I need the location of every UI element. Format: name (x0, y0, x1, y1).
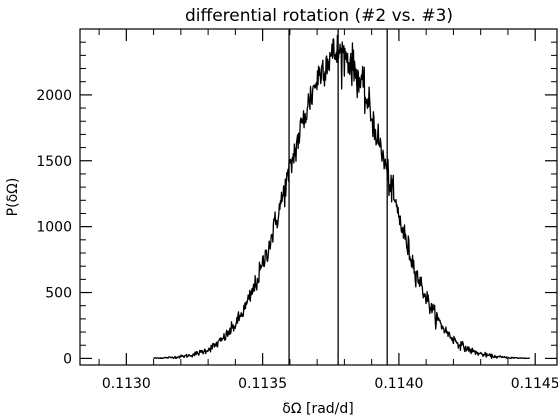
distribution-curve (153, 34, 530, 360)
y-tick-label: 1000 (36, 220, 72, 236)
x-tick-label: 0.1145 (511, 376, 558, 392)
x-tick-label: 0.1130 (102, 376, 151, 392)
vertical-markers (288, 29, 388, 365)
plot-frame (79, 28, 558, 366)
x-tick-label: 0.1135 (238, 376, 287, 392)
y-tick-label: 500 (45, 286, 72, 302)
y-tick-label: 2000 (36, 88, 72, 104)
axis-ticks (80, 29, 557, 365)
y-tick-label: 0 (63, 351, 72, 367)
chart-title: differential rotation (#2 vs. #3) (185, 6, 453, 26)
x-tick-label: 0.1140 (374, 376, 423, 392)
axis-tick-labels: 0.1130 0.1135 0.1140 0.1145 0 500 1000 1500 2000 (36, 88, 558, 392)
y-axis-label: P(δΩ) (5, 178, 21, 217)
y-tick-label: 1500 (36, 154, 72, 170)
x-axis-label: δΩ [rad/d] (282, 401, 353, 417)
